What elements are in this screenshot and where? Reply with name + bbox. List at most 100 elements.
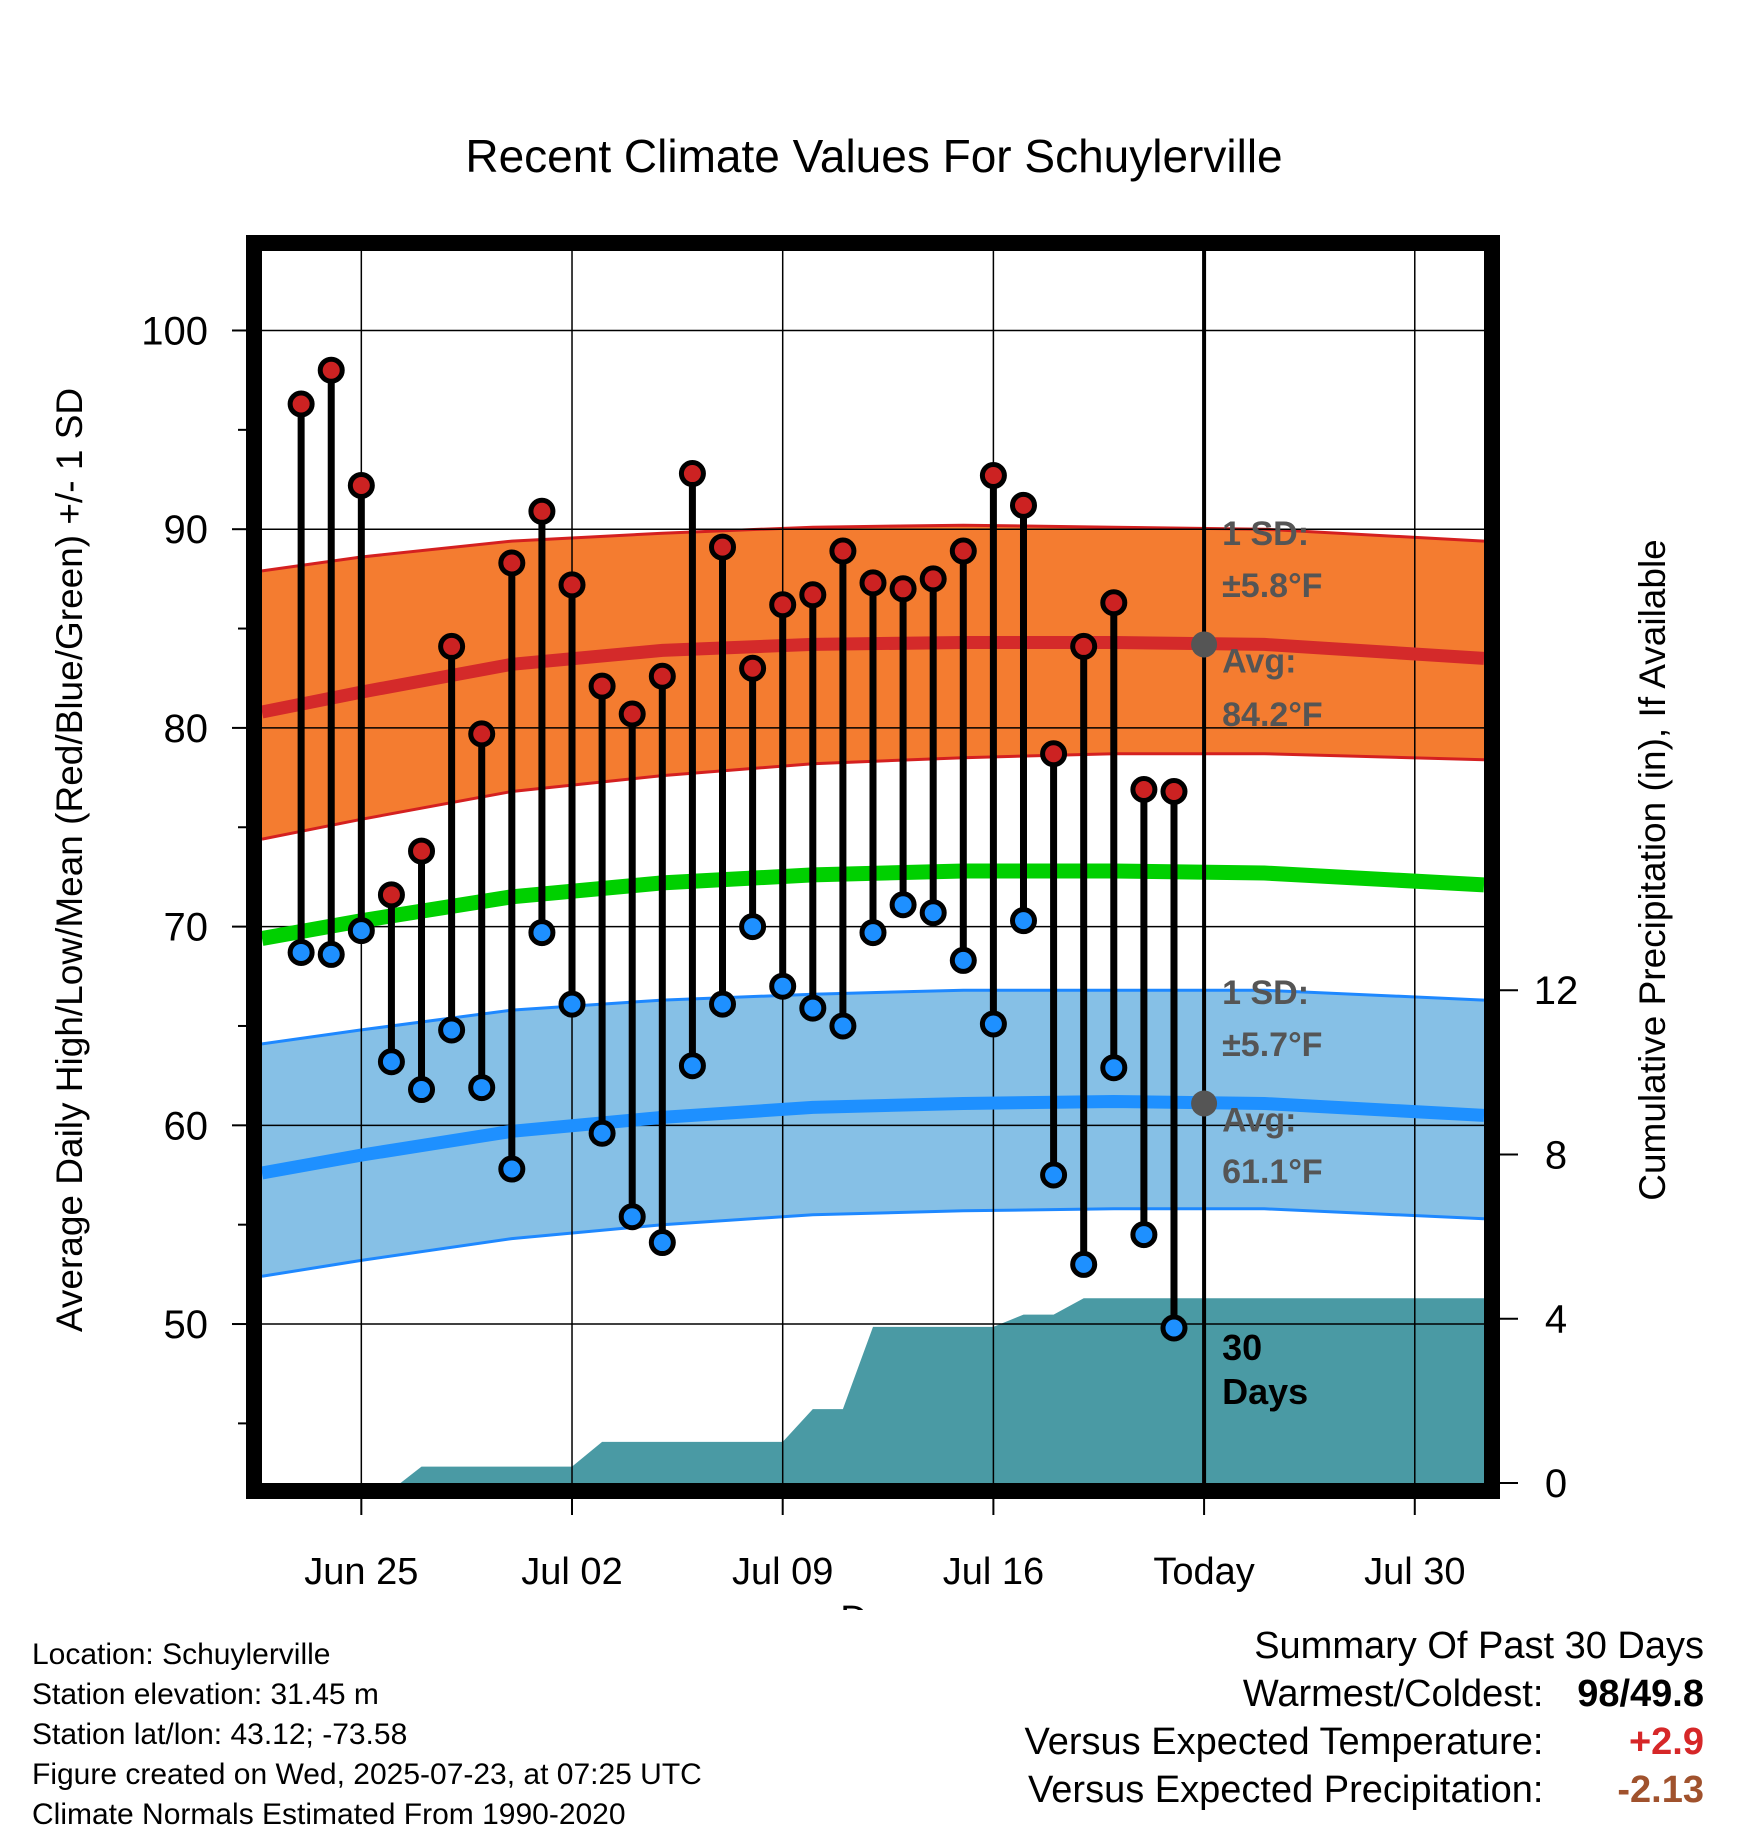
y-tick-label: 50	[164, 1303, 209, 1347]
daily-high-point	[408, 837, 436, 865]
climate-chart: Recent Climate Values For Schuylerville …	[49, 130, 1673, 1610]
y-tick-label: 90	[164, 508, 209, 552]
daily-high-point	[468, 720, 496, 748]
daily-low-point	[1100, 1054, 1128, 1082]
daily-low-point	[739, 913, 767, 941]
daily-high-point	[769, 591, 797, 619]
daily-high-point	[1009, 491, 1037, 519]
precip-label: 30 Days	[1222, 1327, 1308, 1412]
x-tick-label: Today	[1153, 1551, 1254, 1593]
daily-high-point	[528, 497, 556, 525]
daily-low-point	[498, 1155, 526, 1183]
y2-tick-label: 12	[1534, 969, 1579, 1013]
y2-tick-label: 8	[1545, 1133, 1567, 1177]
precip-label-line: 30	[1222, 1327, 1262, 1368]
precip-label: Versus Expected Precipitation:	[1028, 1769, 1544, 1811]
daily-high-point	[919, 565, 947, 593]
daily-high-point	[829, 537, 857, 565]
daily-low-point	[799, 994, 827, 1022]
chart-title: Recent Climate Values For Schuylerville	[465, 130, 1282, 182]
latlon-text: Station lat/lon: 43.12; -73.58	[32, 1718, 408, 1751]
daily-low-point	[408, 1076, 436, 1104]
warm-cold-value: 98/49.8	[1554, 1670, 1704, 1718]
normal-annotation: Avg:	[1222, 1101, 1296, 1139]
daily-high-point	[498, 549, 526, 577]
y2-tick-label: 4	[1545, 1298, 1567, 1342]
daily-high-point	[287, 390, 315, 418]
daily-low-point	[859, 919, 887, 947]
daily-high-point	[1040, 740, 1068, 768]
x-tick-label: Jul 16	[943, 1551, 1044, 1593]
plot-frame	[246, 235, 1500, 1499]
warm-cold-row: Warmest/Coldest: 98/49.8	[1025, 1670, 1704, 1718]
daily-low-point	[588, 1119, 616, 1147]
daily-high-point	[1130, 776, 1158, 804]
daily-high-point	[1160, 777, 1188, 805]
elevation-text: Station elevation: 31.45 m	[32, 1678, 379, 1711]
warmest-value: 98	[1577, 1673, 1620, 1715]
daily-low-point	[618, 1203, 646, 1231]
daily-high-point	[678, 460, 706, 488]
y-tick-label: 100	[141, 309, 208, 353]
normal-annotation: 1 SD:	[1222, 974, 1309, 1012]
x-tick-label: Jun 25	[304, 1551, 418, 1593]
daily-low-point	[438, 1016, 466, 1044]
created-text: Figure created on Wed, 2025-07-23, at 07…	[32, 1758, 702, 1791]
low-sd-band	[262, 990, 1484, 1277]
daily-low-point	[287, 938, 315, 966]
x-axis-label: Day	[840, 1599, 908, 1610]
daily-low-point	[558, 990, 586, 1018]
normal-annotation: 84.2°F	[1222, 696, 1323, 734]
daily-high-point	[979, 462, 1007, 490]
daily-low-point	[919, 899, 947, 927]
x-tick-label: Jul 02	[521, 1551, 622, 1593]
y-tick-label: 60	[164, 1104, 209, 1148]
daily-high-point	[347, 471, 375, 499]
daily-low-point	[979, 1010, 1007, 1038]
daily-low-point	[377, 1048, 405, 1076]
precip-label-line: Days	[1222, 1371, 1308, 1412]
daily-low-point	[769, 972, 797, 1000]
daily-low-point	[1009, 907, 1037, 935]
daily-low-point	[829, 1012, 857, 1040]
x-tick-label: Jul 30	[1364, 1551, 1465, 1593]
daily-high-point	[618, 700, 646, 728]
daily-high-point	[588, 672, 616, 700]
daily-low-point	[1130, 1221, 1158, 1249]
daily-low-point	[949, 946, 977, 974]
precip-value: -2.13	[1617, 1769, 1704, 1811]
daily-high-point	[648, 662, 676, 690]
normal-annotation: 1 SD:	[1222, 515, 1309, 553]
y-axis-label: Average Daily High/Low/Mean (Red/Blue/Gr…	[49, 388, 90, 1332]
precip-area	[262, 1298, 1484, 1483]
daily-low-point	[1160, 1314, 1188, 1342]
daily-high-point	[799, 581, 827, 609]
daily-high-point	[739, 654, 767, 682]
y2-axis-label: Cumulative Precipitation (in), If Availa…	[1632, 539, 1673, 1201]
daily-low-point	[678, 1052, 706, 1080]
daily-low-point	[528, 919, 556, 947]
coldest-value: /49.8	[1619, 1673, 1704, 1715]
daily-high-point	[1100, 589, 1128, 617]
temp-row: Versus Expected Temperature: +2.9	[1025, 1718, 1704, 1766]
daily-low-point	[648, 1229, 676, 1257]
y2-tick-label: 0	[1545, 1462, 1567, 1506]
warm-cold-label: Warmest/Coldest:	[1242, 1673, 1544, 1715]
daily-low-point	[1070, 1250, 1098, 1278]
today-avg-marker	[1191, 1090, 1218, 1117]
daily-high-point	[859, 569, 887, 597]
daily-low-point	[317, 940, 345, 968]
daily-high-point	[558, 571, 586, 599]
daily-low-point	[709, 990, 737, 1018]
daily-low-point	[468, 1074, 496, 1102]
plot-area: 1 SD: ±5.8°F Avg: 84.2°F 1 SD: ±5.7°F Avg: 61.1…	[141, 235, 1579, 1593]
daily-high-point	[438, 632, 466, 660]
summary-title: Summary Of Past 30 Days	[1254, 1625, 1704, 1667]
daily-low-point	[889, 891, 917, 919]
temp-label: Versus Expected Temperature:	[1024, 1721, 1544, 1763]
daily-low-point	[1040, 1161, 1068, 1189]
normals-text: Climate Normals Estimated From 1990-2020	[32, 1798, 626, 1831]
summary-panel: Summary Of Past 30 Days Warmest/Coldest:…	[1025, 1622, 1704, 1814]
normal-annotation: ±5.8°F	[1222, 567, 1322, 605]
daily-high-point	[1070, 632, 1098, 660]
